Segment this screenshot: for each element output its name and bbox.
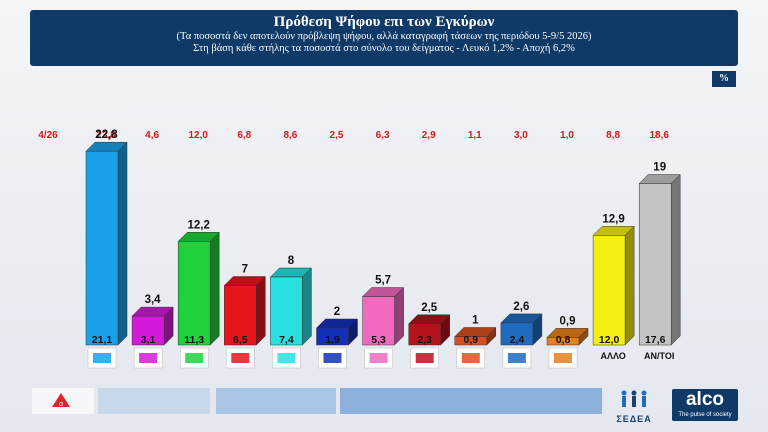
previous-value: 1,0 bbox=[560, 130, 574, 141]
sedea-label: ΣΕΔΕΑ bbox=[616, 414, 652, 424]
previous-value: 2,5 bbox=[330, 130, 344, 141]
previous-value: 8,6 bbox=[283, 130, 297, 141]
chart-note: Στη βάση κάθε στήλης τα ποσοστά στο σύνο… bbox=[193, 43, 575, 54]
bar-side bbox=[670, 173, 681, 346]
plefsi-logo-mark bbox=[369, 353, 388, 363]
bar-sample-label: 17,6 bbox=[645, 334, 666, 346]
previous-value: 23,8 bbox=[96, 130, 116, 141]
spartiates-logo-mark bbox=[507, 353, 526, 363]
chart-title: Πρόθεση Ψήφου επι των Εγκύρων bbox=[273, 14, 495, 30]
bar-value-label: 2 bbox=[334, 306, 340, 318]
category-label: ΑΛΛΟ bbox=[600, 351, 625, 361]
bar-sample-label: 0,9 bbox=[463, 334, 478, 346]
chart-subtitle: (Τα ποσοστά δεν αποτελούν πρόβλεψη ψήφου… bbox=[176, 31, 592, 42]
bar bbox=[270, 276, 303, 346]
bar bbox=[224, 285, 257, 346]
previous-value: 2,9 bbox=[422, 130, 436, 141]
bar-sample-label: 0,8 bbox=[556, 334, 571, 346]
previous-value: 6,3 bbox=[376, 130, 390, 141]
bar-sample-label: 12,0 bbox=[599, 334, 620, 346]
alpha-channel-logo-icon: α bbox=[52, 393, 70, 408]
unit-badge: % bbox=[712, 71, 736, 87]
sedea-figures-icon bbox=[621, 390, 647, 407]
bar-side bbox=[394, 286, 404, 346]
bar-value-label: 22,8 bbox=[95, 129, 118, 141]
bar-value-label: 8 bbox=[288, 255, 295, 267]
footer-band-4 bbox=[340, 388, 602, 414]
bar-sample-label: 3,1 bbox=[141, 334, 156, 346]
ellisi-logo-mark bbox=[277, 353, 296, 363]
bar-side bbox=[256, 275, 266, 346]
previous-value: 12,0 bbox=[188, 130, 208, 141]
alco-logo: alco The pulse of society bbox=[672, 389, 738, 421]
bar-sample-label: 7,4 bbox=[279, 334, 294, 346]
chart-header: Πρόθεση Ψήφου επι των Εγκύρων (Τα ποσοστ… bbox=[30, 10, 738, 66]
alco-tagline: The pulse of society bbox=[678, 412, 732, 418]
syriza-logo-mark bbox=[139, 353, 158, 363]
svg-text:α: α bbox=[59, 401, 63, 408]
bar-value-label: 3,4 bbox=[145, 294, 162, 306]
bar-value-label: 12,9 bbox=[602, 213, 624, 225]
bar-sample-label: 21,1 bbox=[92, 334, 113, 346]
bar-value-label: 19 bbox=[653, 162, 666, 174]
bar-sample-label: 2,3 bbox=[417, 334, 432, 346]
previous-value: 1,1 bbox=[468, 130, 482, 141]
bar-value-label: 2,5 bbox=[421, 302, 438, 314]
bar-value-label: 12,2 bbox=[188, 219, 210, 231]
bar-value-label: 1 bbox=[472, 315, 479, 327]
bar-side bbox=[624, 225, 635, 346]
previous-value: 3,0 bbox=[514, 130, 528, 141]
category-label: ΑΝ/ΤΟΙ bbox=[644, 351, 674, 361]
alco-brand: alco bbox=[685, 389, 725, 410]
pasok-logo-mark bbox=[185, 353, 204, 363]
bar-sample-label: 2,4 bbox=[510, 334, 525, 346]
bar-sample-label: 5,3 bbox=[371, 334, 386, 346]
bar bbox=[408, 323, 441, 346]
previous-value: 18,6 bbox=[649, 130, 669, 141]
bar bbox=[500, 322, 534, 346]
niki-logo-mark bbox=[323, 353, 342, 363]
bar-value-label: 7 bbox=[242, 264, 248, 276]
bar-sample-label: 1,9 bbox=[325, 334, 340, 346]
previous-value: 4,6 bbox=[145, 130, 159, 141]
bar-value-label: 2,6 bbox=[513, 301, 529, 313]
bar bbox=[638, 183, 672, 346]
bar-side bbox=[209, 231, 220, 346]
bar bbox=[546, 337, 580, 346]
bar bbox=[131, 315, 165, 346]
previous-value: 6,8 bbox=[237, 130, 251, 141]
dimokrates-logo-mark bbox=[554, 353, 572, 363]
bar-value-label: 5,7 bbox=[375, 275, 391, 287]
bar-value-label: 0,9 bbox=[560, 315, 576, 327]
previous-value: 8,8 bbox=[606, 130, 620, 141]
kinima-logo-mark bbox=[461, 353, 480, 363]
sedea-logo: ΣΕΔΕΑ bbox=[604, 389, 664, 424]
bar-side bbox=[117, 141, 128, 346]
bar bbox=[362, 296, 395, 346]
bar bbox=[85, 150, 119, 346]
footer-band-2 bbox=[98, 388, 210, 414]
mera25-logo-mark bbox=[415, 353, 434, 363]
bar bbox=[592, 235, 626, 346]
bar bbox=[177, 241, 211, 346]
bar-side bbox=[302, 267, 312, 346]
bar-sample-label: 6,5 bbox=[233, 334, 248, 346]
bar bbox=[454, 336, 488, 346]
footer-band-3 bbox=[216, 388, 336, 414]
previous-period-label: 4/26 bbox=[38, 130, 58, 141]
nd-logo-mark bbox=[93, 353, 111, 363]
kke-logo-mark bbox=[231, 353, 250, 363]
bar bbox=[316, 327, 349, 346]
bar-sample-label: 11,3 bbox=[184, 334, 204, 346]
